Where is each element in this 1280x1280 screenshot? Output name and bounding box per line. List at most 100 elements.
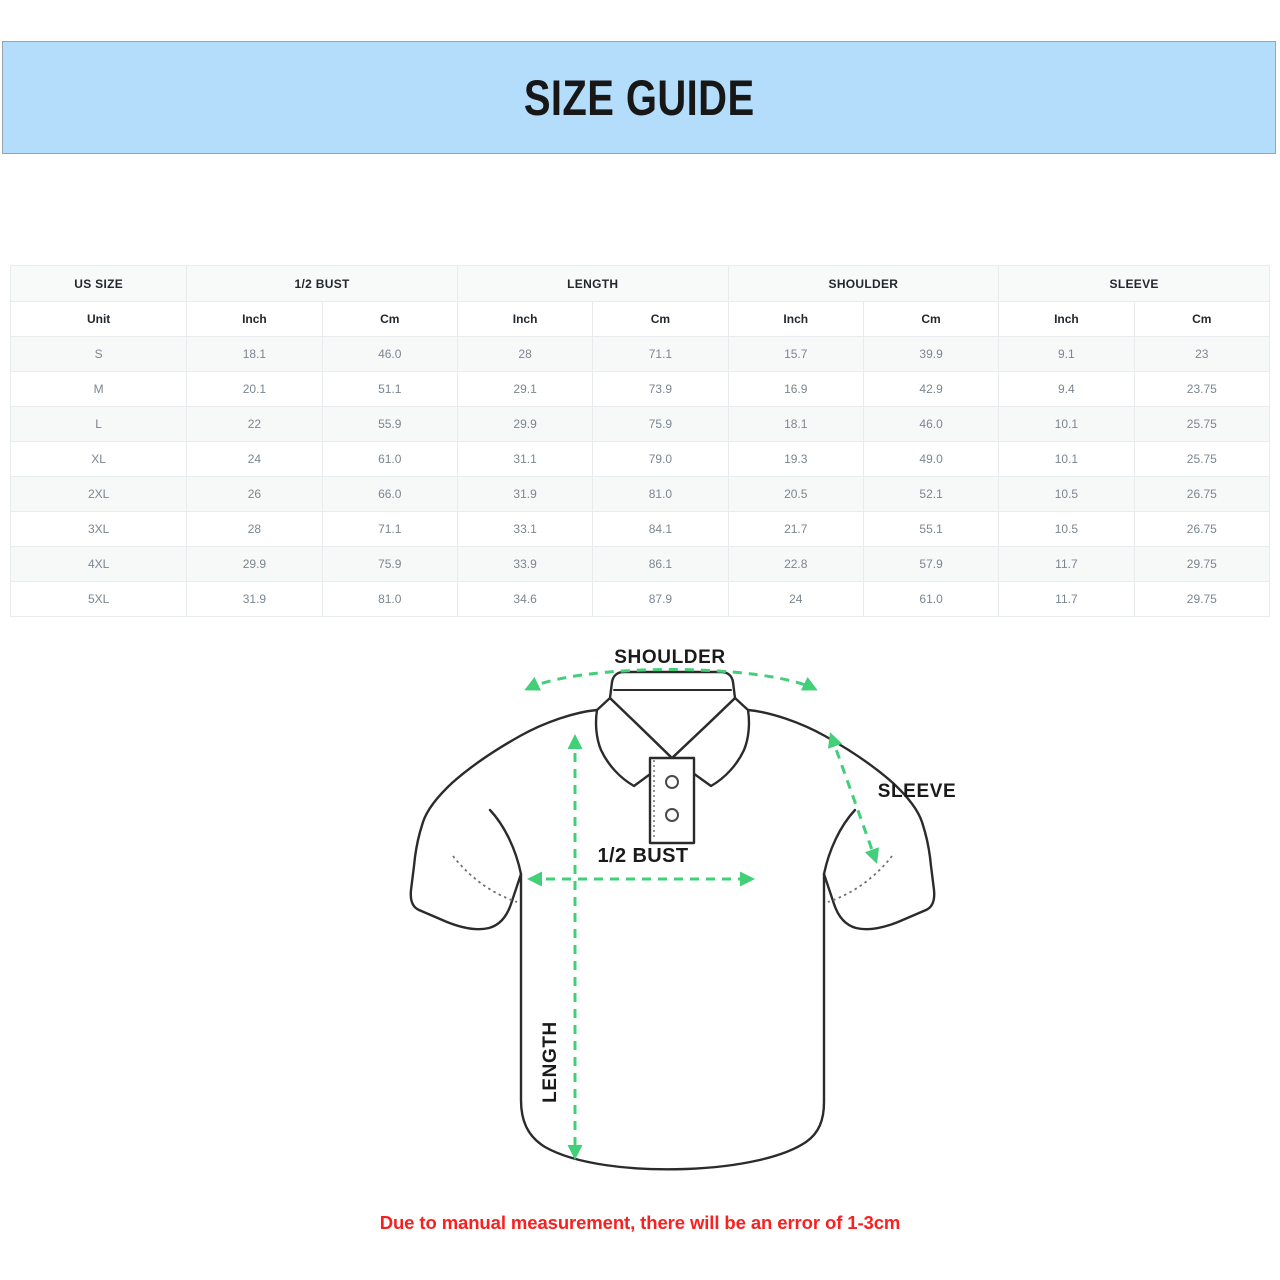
- bust-label: 1/2 BUST: [597, 845, 688, 867]
- right-sleeve-hem-stitching: [827, 855, 893, 903]
- sleeve-label: SLEEVE: [878, 781, 957, 802]
- button-icon: [665, 808, 679, 822]
- table-row: M 20.1 51.1 29.1 73.9 16.9 42.9 9.4 23.7…: [9, 371, 1271, 407]
- cell-size: M: [9, 371, 188, 407]
- cell-sleeve-cm: 23: [1133, 336, 1271, 372]
- cell-bust-cm: 66.0: [321, 476, 458, 512]
- cell-shoulder-cm: 52.1: [862, 476, 1000, 512]
- cell-length-cm: 71.1: [592, 336, 729, 372]
- cell-sleeve-inch: 10.5: [998, 511, 1135, 547]
- measurement-diagram: SHOULDER SLEEVE 1/2 BUST LENGTH: [0, 630, 1280, 1200]
- cell-shoulder-cm: 57.9: [862, 546, 1000, 582]
- cell-shoulder-cm: 46.0: [862, 406, 1000, 442]
- cell-bust-cm: 75.9: [321, 546, 458, 582]
- table-row: L 22 55.9 29.9 75.9 18.1 46.0 10.1 25.75: [9, 406, 1271, 442]
- unit-header-length-inch: Inch: [456, 301, 594, 337]
- cell-size: L: [9, 406, 188, 442]
- cell-bust-inch: 29.9: [186, 546, 323, 582]
- measurement-disclaimer: Due to manual measurement, there will be…: [379, 1212, 901, 1233]
- cell-bust-inch: 20.1: [186, 371, 323, 407]
- unit-header-bust-cm: Cm: [321, 301, 458, 337]
- cell-shoulder-inch: 21.7: [727, 511, 864, 547]
- cell-sleeve-inch: 11.7: [998, 546, 1135, 582]
- cell-size: 3XL: [9, 511, 188, 547]
- cell-length-cm: 75.9: [592, 406, 729, 442]
- cell-shoulder-inch: 18.1: [727, 406, 864, 442]
- cell-length-cm: 79.0: [592, 441, 729, 477]
- cell-length-inch: 31.1: [456, 441, 594, 477]
- cell-bust-cm: 46.0: [321, 336, 458, 372]
- button-icon: [665, 775, 679, 789]
- cell-bust-cm: 71.1: [321, 511, 458, 547]
- cell-shoulder-inch: 16.9: [727, 371, 864, 407]
- cell-bust-inch: 18.1: [186, 336, 323, 372]
- cell-length-inch: 34.6: [456, 581, 594, 617]
- cell-length-cm: 84.1: [592, 511, 729, 547]
- cell-shoulder-cm: 61.0: [862, 581, 1000, 617]
- cell-length-inch: 29.1: [456, 371, 594, 407]
- shoulder-measure-arrow[interactable]: [524, 668, 818, 691]
- size-chart-table: US SIZE 1/2 BUST LENGTH SHOULDER SLEEVE …: [9, 265, 1271, 617]
- cell-size: XL: [9, 441, 188, 477]
- table-row: XL 24 61.0 31.1 79.0 19.3 49.0 10.1 25.7…: [9, 441, 1271, 477]
- cell-sleeve-cm: 26.75: [1133, 476, 1271, 512]
- cell-length-cm: 73.9: [592, 371, 729, 407]
- table-row: 4XL 29.9 75.9 33.9 86.1 22.8 57.9 11.7 2…: [9, 546, 1271, 582]
- cell-bust-inch: 22: [186, 406, 323, 442]
- cell-sleeve-inch: 9.1: [998, 336, 1135, 372]
- cell-sleeve-inch: 9.4: [998, 371, 1135, 407]
- unit-header-shoulder-cm: Cm: [862, 301, 1000, 337]
- size-guide-banner: SIZE GUIDE: [2, 41, 1276, 154]
- table-row: 5XL 31.9 81.0 34.6 87.9 24 61.0 11.7 29.…: [9, 581, 1271, 617]
- cell-size: S: [9, 336, 188, 372]
- cell-sleeve-cm: 26.75: [1133, 511, 1271, 547]
- cell-bust-inch: 26: [186, 476, 323, 512]
- table-group-header-row: US SIZE 1/2 BUST LENGTH SHOULDER SLEEVE: [9, 265, 1270, 302]
- length-label: LENGTH: [540, 1021, 561, 1103]
- left-sleeve-hem-stitching: [452, 855, 518, 903]
- cell-sleeve-inch: 10.1: [998, 406, 1135, 442]
- unit-header-shoulder-inch: Inch: [727, 301, 864, 337]
- cell-sleeve-cm: 25.75: [1133, 441, 1271, 477]
- shoulder-label: SHOULDER: [614, 647, 725, 668]
- sleeve-measure-arrow[interactable]: [827, 732, 880, 864]
- cell-size: 2XL: [9, 476, 188, 512]
- cell-bust-inch: 31.9: [186, 581, 323, 617]
- unit-header-length-cm: Cm: [592, 301, 729, 337]
- size-table-container: US SIZE 1/2 BUST LENGTH SHOULDER SLEEVE …: [9, 265, 1271, 617]
- group-header-shoulder: SHOULDER: [727, 265, 1000, 302]
- cell-shoulder-cm: 49.0: [862, 441, 1000, 477]
- cell-sleeve-cm: 25.75: [1133, 406, 1271, 442]
- cell-sleeve-inch: 10.1: [998, 441, 1135, 477]
- cell-shoulder-inch: 22.8: [727, 546, 864, 582]
- unit-header-label: Unit: [9, 301, 188, 337]
- unit-header-sleeve-cm: Cm: [1133, 301, 1271, 337]
- cell-shoulder-inch: 15.7: [727, 336, 864, 372]
- cell-sleeve-inch: 10.5: [998, 476, 1135, 512]
- polo-shirt-outline: [409, 670, 936, 1171]
- cell-length-inch: 31.9: [456, 476, 594, 512]
- cell-shoulder-inch: 20.5: [727, 476, 864, 512]
- cell-length-inch: 28: [456, 336, 594, 372]
- cell-sleeve-cm: 23.75: [1133, 371, 1271, 407]
- table-row: 2XL 26 66.0 31.9 81.0 20.5 52.1 10.5 26.…: [9, 476, 1271, 512]
- cell-shoulder-cm: 42.9: [862, 371, 1000, 407]
- cell-length-cm: 87.9: [592, 581, 729, 617]
- table-row: 3XL 28 71.1 33.1 84.1 21.7 55.1 10.5 26.…: [9, 511, 1271, 547]
- cell-shoulder-cm: 39.9: [862, 336, 1000, 372]
- group-header-sleeve: SLEEVE: [998, 265, 1270, 302]
- cell-bust-cm: 81.0: [321, 581, 458, 617]
- unit-header-sleeve-inch: Inch: [998, 301, 1135, 337]
- table-unit-header-row: Unit Inch Cm Inch Cm Inch Cm Inch Cm: [9, 301, 1271, 337]
- cell-bust-cm: 61.0: [321, 441, 458, 477]
- cell-sleeve-cm: 29.75: [1133, 581, 1271, 617]
- cell-sleeve-cm: 29.75: [1133, 546, 1271, 582]
- cell-length-inch: 33.9: [456, 546, 594, 582]
- cell-bust-cm: 51.1: [321, 371, 458, 407]
- cell-length-inch: 29.9: [456, 406, 594, 442]
- unit-header-bust-inch: Inch: [186, 301, 323, 337]
- cell-sleeve-inch: 11.7: [998, 581, 1135, 617]
- cell-bust-inch: 28: [186, 511, 323, 547]
- group-header-length: LENGTH: [456, 265, 729, 302]
- cell-length-cm: 81.0: [592, 476, 729, 512]
